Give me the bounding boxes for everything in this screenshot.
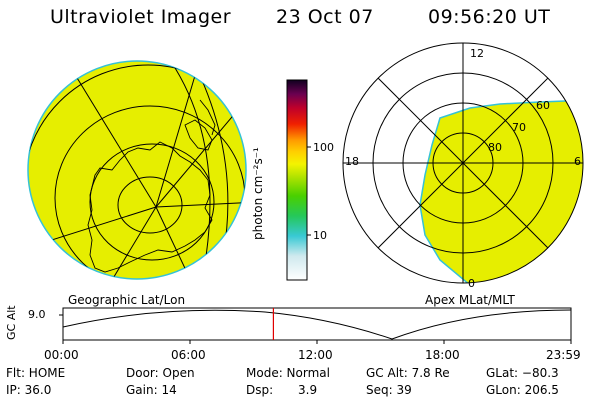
ip-status: IP: 36.0 bbox=[6, 383, 52, 397]
colorbar-tick-label: 10 bbox=[313, 229, 327, 242]
altitude-curve bbox=[62, 309, 572, 340]
altitude-plot bbox=[59, 307, 572, 344]
uv-emission-disk bbox=[27, 60, 247, 280]
colorbar-unit-label: photon cm⁻²s⁻¹ bbox=[251, 147, 265, 240]
glon-status: GLon: 206.5 bbox=[486, 383, 559, 397]
altitude-xtick-label: 12:00 bbox=[298, 348, 333, 362]
latitude-circle bbox=[28, 64, 246, 279]
mlt-line bbox=[377, 77, 549, 249]
mlat-label: 70 bbox=[512, 121, 526, 134]
meridian-line bbox=[155, 206, 201, 279]
altitude-ylabel: GC Alt bbox=[5, 305, 18, 340]
mlt-label-top: 12 bbox=[470, 47, 484, 60]
apex-polar-plot bbox=[342, 42, 584, 284]
color-scale-gradient bbox=[286, 79, 308, 281]
meridian-line bbox=[155, 61, 211, 208]
latitude-circle bbox=[117, 176, 183, 234]
meridian-line bbox=[99, 206, 157, 279]
date-label: 23 Oct 07 bbox=[276, 6, 374, 28]
glat-status: GLat: −80.3 bbox=[486, 366, 559, 380]
coastline bbox=[184, 119, 213, 151]
gain-status: Gain: 14 bbox=[126, 383, 177, 397]
dsp-label: Dsp: bbox=[246, 383, 274, 397]
mlt-label-right: 6 bbox=[574, 155, 581, 168]
app-title: Ultraviolet Imager bbox=[50, 6, 232, 28]
altitude-xtick-label: 00:00 bbox=[44, 348, 79, 362]
mlt-label-left: 18 bbox=[345, 155, 359, 168]
altitude-ytick-label: 9.0 bbox=[28, 308, 46, 321]
altitude-xtick-label: 23:59 bbox=[546, 348, 581, 362]
geo-panel-caption: Geographic Lat/Lon bbox=[68, 293, 186, 307]
mlat-label: 80 bbox=[488, 141, 502, 154]
altitude-xtick-label: 06:00 bbox=[171, 348, 206, 362]
color-scale-bar bbox=[286, 79, 311, 281]
auroral-emission-region bbox=[419, 99, 583, 283]
door-status: Door: Open bbox=[126, 366, 195, 380]
gc-alt-status: GC Alt: 7.8 Re bbox=[366, 366, 450, 380]
seq-status: Seq: 39 bbox=[366, 383, 412, 397]
meridian-line bbox=[155, 61, 246, 208]
dsp-value: 3.9 bbox=[298, 383, 318, 397]
apex-panel-caption: Apex MLat/MLT bbox=[425, 293, 515, 307]
altitude-plot-frame bbox=[62, 307, 572, 341]
flight-status: Flt: HOME bbox=[6, 366, 66, 380]
mode-status: Mode: Normal bbox=[246, 366, 330, 380]
coastline bbox=[87, 141, 213, 273]
latitude-circle bbox=[89, 143, 215, 261]
altitude-xtick-label: 18:00 bbox=[425, 348, 460, 362]
time-label: 09:56:20 UT bbox=[428, 6, 551, 28]
colorbar-tick-label: 100 bbox=[313, 141, 334, 154]
coastline bbox=[199, 99, 216, 136]
mlat-label: 60 bbox=[536, 99, 550, 112]
mlt-label-bottom: 0 bbox=[468, 277, 475, 290]
